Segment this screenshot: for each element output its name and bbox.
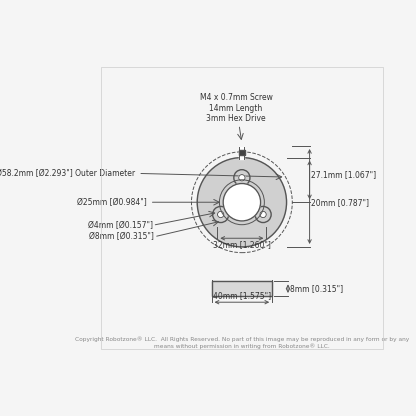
Text: 40mm [1.575"]: 40mm [1.575"] <box>213 291 271 300</box>
Text: 8mm [0.315"]: 8mm [0.315"] <box>290 284 343 293</box>
Text: Ø25mm [Ø0.984"]: Ø25mm [Ø0.984"] <box>77 198 147 207</box>
Circle shape <box>223 183 260 221</box>
Text: 20mm [0.787"]: 20mm [0.787"] <box>311 198 369 207</box>
Circle shape <box>213 206 229 223</box>
Text: Ø8mm [Ø0.315"]: Ø8mm [Ø0.315"] <box>89 232 154 241</box>
Circle shape <box>239 175 245 181</box>
Bar <box>212 282 272 296</box>
Bar <box>212 282 272 296</box>
Circle shape <box>260 211 266 218</box>
Text: M4 x 0.7mm Screw
14mm Length
3mm Hex Drive: M4 x 0.7mm Screw 14mm Length 3mm Hex Dri… <box>200 93 272 123</box>
Text: Ø4mm [Ø0.157"]: Ø4mm [Ø0.157"] <box>88 221 153 230</box>
Bar <box>239 149 245 155</box>
Text: 27.1mm [1.067"]: 27.1mm [1.067"] <box>311 170 376 178</box>
Circle shape <box>197 158 287 247</box>
Text: Copyright Robotzone® LLC.  All Rights Reserved. No part of this image may be rep: Copyright Robotzone® LLC. All Rights Res… <box>75 337 409 349</box>
Bar <box>239 147 245 159</box>
Circle shape <box>255 206 271 223</box>
Bar <box>239 149 245 155</box>
Circle shape <box>234 170 250 186</box>
Text: Ø58.2mm [Ø2.293"] Outer Diameter: Ø58.2mm [Ø2.293"] Outer Diameter <box>0 169 135 178</box>
Circle shape <box>218 211 224 218</box>
Text: 32mm [1.260"]: 32mm [1.260"] <box>213 240 271 249</box>
